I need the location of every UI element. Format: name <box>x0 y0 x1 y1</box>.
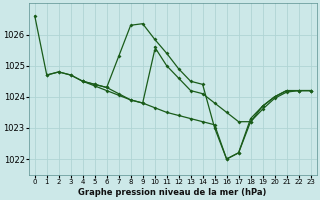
X-axis label: Graphe pression niveau de la mer (hPa): Graphe pression niveau de la mer (hPa) <box>78 188 267 197</box>
